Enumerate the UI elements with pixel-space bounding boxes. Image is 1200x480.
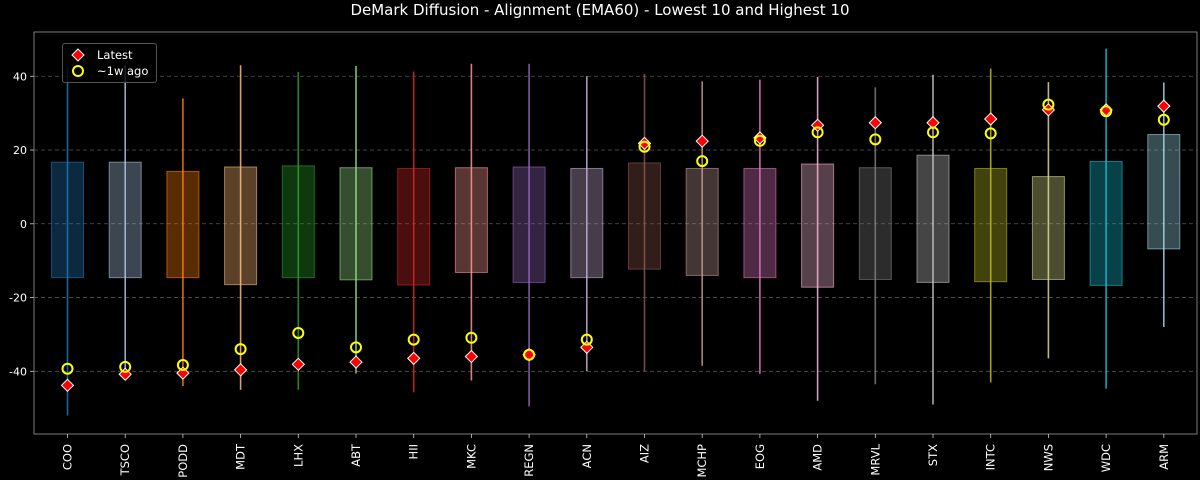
legend-item-latest: Latest <box>71 47 133 63</box>
week-ago-marker <box>61 362 74 375</box>
week-ago-marker <box>580 333 593 346</box>
x-tick-label: ABT <box>349 443 363 467</box>
latest-marker <box>753 131 767 145</box>
legend-label-latest: Latest <box>97 48 133 62</box>
week-ago-marker <box>696 155 709 168</box>
latest-marker <box>1157 99 1171 113</box>
latest-marker <box>983 112 998 126</box>
latest-marker <box>926 116 940 130</box>
y-tick-label: -20 <box>9 292 27 305</box>
week-ago-marker <box>407 333 420 346</box>
x-tick-label: AMD <box>811 444 825 471</box>
latest-marker <box>349 355 363 369</box>
x-tick-label: PODD <box>176 444 190 478</box>
y-tick-label: 0 <box>20 218 27 231</box>
latest-marker <box>464 349 479 364</box>
x-tick-label: HII <box>407 444 421 459</box>
latest-marker <box>695 134 709 148</box>
week-ago-marker <box>984 127 997 140</box>
y-tick-label: -40 <box>9 365 27 378</box>
week-ago-marker <box>465 331 478 344</box>
week-ago-marker <box>1042 98 1055 111</box>
x-tick-label: LHX <box>291 444 305 467</box>
axes-frame <box>33 31 1198 435</box>
week-ago-marker <box>523 348 536 361</box>
week-ago-marker <box>1157 113 1170 126</box>
circle-marker-icon <box>72 65 84 77</box>
x-tick-label: ACN <box>580 444 594 468</box>
chart-title: DeMark Diffusion - Alignment (EMA60) - L… <box>350 1 850 19</box>
latest-marker <box>406 351 421 366</box>
week-ago-marker <box>234 343 247 356</box>
x-tick-label: NWS <box>1041 444 1055 471</box>
week-ago-marker <box>292 326 305 339</box>
week-ago-marker <box>1100 105 1113 118</box>
latest-marker <box>637 136 652 151</box>
week-ago-marker <box>927 126 939 139</box>
x-tick-label: STX <box>926 444 940 466</box>
x-tick-label: MKC <box>464 444 478 469</box>
legend: Latest ~1w ago <box>62 43 157 83</box>
x-tick-label: TSCO <box>118 444 132 476</box>
legend-label-week-ago: ~1w ago <box>97 64 149 78</box>
latest-marker <box>291 357 306 372</box>
week-ago-marker <box>753 134 766 147</box>
week-ago-marker <box>638 140 651 153</box>
x-tick-label: MDT <box>234 443 248 470</box>
y-tick-label: 40 <box>13 70 27 83</box>
legend-item-week-ago: ~1w ago <box>71 63 148 79</box>
diamond-marker-icon <box>71 48 85 62</box>
x-tick-label: MRVL <box>868 443 882 475</box>
latest-marker <box>233 363 248 377</box>
x-tick-label: EOG <box>753 444 767 469</box>
week-ago-marker <box>811 126 824 139</box>
latest-marker <box>60 378 75 393</box>
x-tick-label: COO <box>61 444 75 470</box>
x-tick-label: AIZ <box>638 444 652 463</box>
week-ago-marker <box>869 133 882 146</box>
week-ago-marker <box>176 359 189 372</box>
x-tick-label: MCHP <box>695 444 709 478</box>
x-tick-label: WDC <box>1099 444 1113 472</box>
x-tick-label: INTC <box>984 444 998 470</box>
x-tick-label: REGN <box>522 444 536 477</box>
latest-marker <box>868 116 883 130</box>
x-tick-label: ARM <box>1157 444 1171 470</box>
y-tick-label: 20 <box>13 144 27 157</box>
week-ago-marker <box>350 341 362 354</box>
week-ago-marker <box>119 360 132 373</box>
